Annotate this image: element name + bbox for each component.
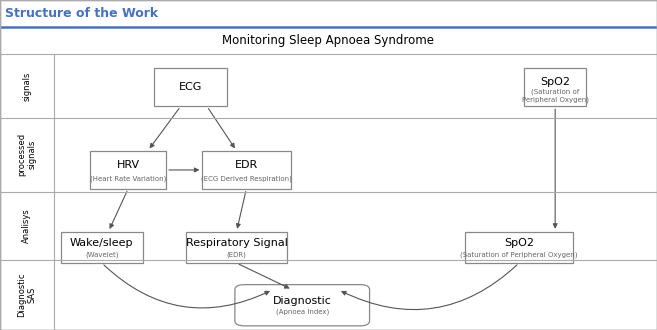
Text: Analisys: Analisys — [22, 208, 32, 243]
Text: HRV: HRV — [116, 160, 140, 170]
FancyBboxPatch shape — [235, 284, 369, 326]
Text: SpO2: SpO2 — [540, 77, 570, 87]
Text: (Wavelet): (Wavelet) — [85, 251, 118, 258]
Text: Respiratory Signal: Respiratory Signal — [185, 238, 288, 248]
Text: (Saturation of Peripheral Oxygen): (Saturation of Peripheral Oxygen) — [461, 251, 578, 258]
Text: Structure of the Work: Structure of the Work — [5, 7, 158, 20]
FancyBboxPatch shape — [60, 232, 143, 263]
Text: ECG: ECG — [179, 82, 202, 92]
Text: processed
signals: processed signals — [17, 133, 37, 176]
Text: Monitoring Sleep Apnoea Syndrome: Monitoring Sleep Apnoea Syndrome — [223, 34, 434, 47]
Text: Diagnostic: Diagnostic — [273, 296, 332, 306]
Text: (Heart Rate Variation): (Heart Rate Variation) — [90, 175, 166, 182]
FancyBboxPatch shape — [185, 232, 288, 263]
Text: SpO2: SpO2 — [504, 238, 534, 248]
Text: (ECG Derived Respiration): (ECG Derived Respiration) — [201, 175, 292, 182]
FancyBboxPatch shape — [202, 151, 290, 189]
Text: (Apnoea Index): (Apnoea Index) — [275, 309, 329, 315]
Bar — [0, 27, 657, 54]
Text: (Saturation of
Peripheral Oxygen): (Saturation of Peripheral Oxygen) — [522, 89, 589, 103]
Text: Wake/sleep: Wake/sleep — [70, 238, 133, 248]
Text: (EDR): (EDR) — [227, 251, 246, 258]
Text: EDR: EDR — [235, 160, 258, 170]
Text: Diagnostic
SAS: Diagnostic SAS — [17, 273, 37, 317]
FancyBboxPatch shape — [464, 232, 573, 263]
Bar — [0, 0, 657, 27]
FancyBboxPatch shape — [524, 69, 586, 106]
FancyBboxPatch shape — [154, 69, 227, 106]
FancyBboxPatch shape — [91, 151, 166, 189]
Text: signals: signals — [22, 71, 32, 101]
